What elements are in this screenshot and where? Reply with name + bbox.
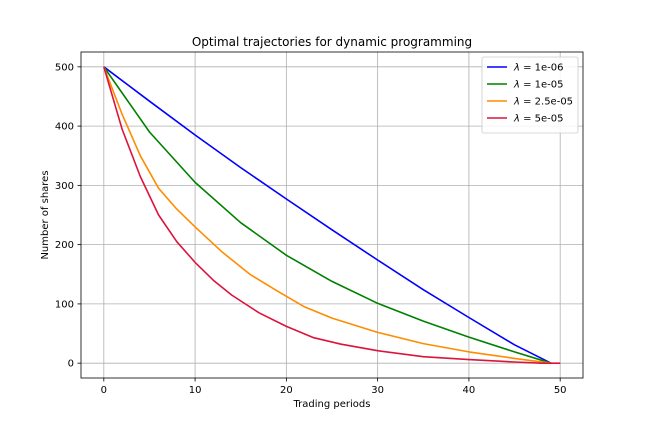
legend-label: = 1e-06 [520,63,564,74]
chart-title: Optimal trajectories for dynamic program… [192,35,472,49]
plot-frame [80,51,584,379]
series-line-2 [103,66,552,364]
y-tick-label: 300 [55,181,74,192]
legend-entry: λ = 5e-05 [513,114,564,125]
legend-symbol: λ [513,63,520,74]
legend-entry: λ = 1e-05 [513,80,564,91]
legend-entry: λ = 2.5e-05 [513,97,573,108]
legend-box [481,56,579,134]
y-axis-label: Number of shares [40,170,51,259]
series-lines [103,66,561,365]
legend-label: = 2.5e-05 [520,97,573,108]
y-tick-label: 200 [55,240,74,251]
series-line-3 [103,66,561,365]
x-tick-label: 10 [189,385,202,396]
y-tick-label: 0 [68,359,74,370]
x-tick-label: 0 [101,385,107,396]
x-axis-label: Trading periods [293,399,371,410]
y-tick-label: 100 [55,299,74,310]
legend-label: = 5e-05 [520,114,564,125]
x-tick-label: 20 [280,385,293,396]
legend-label: = 1e-05 [520,80,564,91]
x-tick-label: 40 [463,385,476,396]
legend: λ = 1e-06λ = 1e-05λ = 2.5e-05λ = 5e-05 [481,56,579,134]
y-tick-label: 500 [55,62,74,73]
legend-symbol: λ [513,114,520,125]
y-tick-label: 400 [55,122,74,133]
x-tick-label: 30 [371,385,384,396]
legend-symbol: λ [513,80,520,91]
x-tick-label: 50 [554,385,567,396]
legend-symbol: λ [513,97,520,108]
series-line-0 [103,66,552,364]
legend-entry: λ = 1e-06 [513,63,564,74]
series-line-1 [103,66,552,364]
